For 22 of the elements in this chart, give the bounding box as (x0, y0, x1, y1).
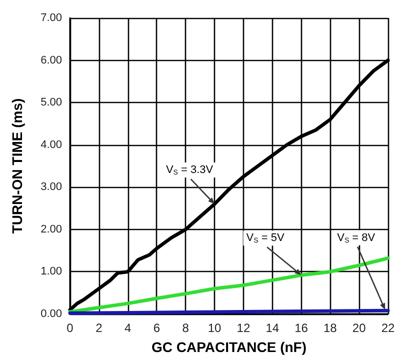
x-tick-label: 0 (66, 321, 74, 335)
y-tick-label: 2.00 (40, 223, 62, 236)
x-tick-label: 6 (153, 321, 160, 335)
y-tick-label: 1.00 (40, 266, 62, 278)
y-tick-label: 5.00 (40, 96, 62, 109)
y-tick-label: 0.00 (40, 308, 62, 320)
x-tick-label: 14 (266, 321, 280, 335)
x-tick-label: 2 (96, 321, 103, 335)
y-axis-title: TURN-ON TIME (ms) (9, 98, 25, 234)
x-tick-label: 18 (324, 321, 338, 335)
y-tick-label: 4.00 (40, 138, 62, 151)
x-tick-label: 4 (124, 321, 132, 335)
x-tick-label: 16 (294, 321, 308, 335)
x-tick-label: 8 (182, 321, 190, 335)
y-tick-label: 3.00 (40, 181, 62, 194)
x-tick-label: 20 (352, 321, 366, 335)
y-tick-label: 6.00 (40, 54, 62, 66)
x-tick-label: 22 (381, 321, 395, 335)
x-tick-label: 10 (208, 321, 222, 335)
x-axis-title: GC CAPACITANCE (nF) (151, 339, 307, 355)
x-tick-label: 12 (236, 321, 250, 335)
y-tick-label: 7.00 (40, 12, 62, 24)
